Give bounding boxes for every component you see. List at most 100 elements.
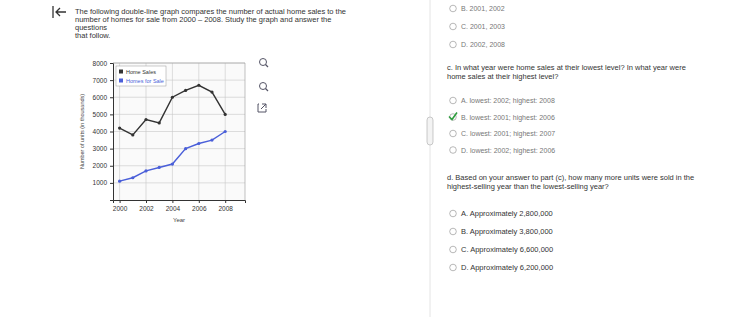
divider-handle[interactable]	[427, 117, 433, 145]
legend-swatch	[119, 79, 123, 83]
tick: 2002	[139, 200, 154, 212]
legend-label: Homes for Sale	[126, 78, 164, 84]
tick: 2008	[218, 200, 233, 212]
icon-handle	[266, 89, 269, 92]
tick-label: 8000	[93, 60, 108, 67]
radio[interactable]	[450, 23, 457, 30]
option[interactable]: D. lowest: 2002; highest: 2006	[450, 147, 556, 155]
option[interactable]: A. lowest: 2002; highest: 2008	[450, 97, 555, 105]
tick-mark	[110, 80, 113, 81]
question-text: home sales at their highest level?	[447, 72, 558, 81]
series-marker	[184, 89, 187, 92]
option-text: C. Approximately 6,600,000	[461, 245, 553, 254]
option-text: D. lowest: 2002; highest: 2006	[461, 147, 555, 155]
tick: 4000	[93, 128, 113, 135]
tick-label: 4000	[93, 128, 108, 135]
tick-label: 2000	[93, 162, 108, 169]
option[interactable]: D. 2002, 2008	[450, 41, 505, 48]
tick-mark	[120, 200, 121, 203]
option[interactable]: B. 2001, 2002	[450, 5, 505, 12]
series-marker	[144, 169, 147, 172]
option[interactable]: C. lowest: 2001; highest: 2007	[450, 130, 556, 138]
option-text: A. lowest: 2002; highest: 2008	[461, 97, 555, 105]
radio[interactable]	[450, 147, 457, 154]
grid	[113, 63, 245, 200]
y-axis-title: Number of units (in thousands)	[79, 94, 85, 169]
back-button[interactable]	[53, 6, 66, 18]
radio[interactable]	[450, 264, 457, 271]
question-text: c. In what year were home sales at their…	[447, 63, 686, 72]
option-text: D. 2002, 2008	[461, 41, 505, 48]
series-marker	[197, 142, 200, 145]
legend-box	[116, 66, 166, 86]
radio[interactable]	[450, 210, 457, 217]
series-marker	[171, 162, 174, 165]
tick-label: 2006	[192, 205, 207, 212]
tick: 2004	[166, 200, 181, 212]
tick: 2000	[113, 200, 128, 212]
page: The following double-line graph compares…	[0, 0, 746, 317]
radio[interactable]	[450, 228, 457, 235]
intro-text: that follow.	[75, 31, 110, 40]
option-text: B. Approximately 3,800,000	[461, 227, 553, 236]
tick-mark	[110, 97, 113, 98]
option-text: D. Approximately 6,200,000	[461, 263, 553, 272]
tick-mark	[110, 183, 113, 184]
option[interactable]: B. Approximately 3,800,000	[450, 227, 553, 236]
axis-line	[110, 64, 114, 201]
option-text: B. 2001, 2002	[461, 5, 505, 12]
tick: 2000	[93, 162, 113, 169]
tick-label: 5000	[93, 111, 108, 118]
tick-mark	[110, 149, 113, 150]
tick-mark	[225, 200, 226, 203]
option[interactable]: C. 2001, 2003	[450, 23, 505, 30]
open-external[interactable]	[258, 104, 266, 112]
question-text: highest-selling year than the lowest-sel…	[447, 182, 609, 191]
legend-swatch	[119, 70, 123, 74]
series-marker	[224, 130, 227, 133]
radio[interactable]	[450, 130, 457, 137]
series-marker	[118, 126, 121, 129]
tick-label: 1000	[93, 179, 108, 186]
intro-text: number of homes for sale from 2000 – 200…	[75, 15, 331, 24]
tick: 6000	[93, 94, 113, 101]
series-marker	[131, 176, 134, 179]
question-text: d. Based on your answer to part (c), how…	[447, 173, 694, 182]
option[interactable]: C. Approximately 6,600,000	[450, 245, 553, 254]
zoom-in[interactable]	[260, 59, 267, 66]
tick: 5000	[93, 111, 113, 118]
tick: 3000	[93, 145, 113, 152]
series-marker	[210, 138, 213, 141]
tick-label: 3000	[93, 145, 108, 152]
toolbar[interactable]	[258, 59, 268, 113]
tick-label: 7000	[93, 77, 108, 84]
tick-mark	[110, 166, 113, 167]
option[interactable]: D. Approximately 6,200,000	[450, 263, 553, 272]
x-axis: 2000 2002 2004 2006 2008	[113, 200, 246, 212]
series-marker	[158, 121, 161, 124]
series-marker	[158, 166, 161, 169]
tick-mark	[172, 200, 173, 203]
tick-mark	[199, 200, 200, 203]
series-line	[120, 85, 226, 135]
radio[interactable]	[450, 97, 457, 104]
series-marker	[144, 118, 147, 121]
x-axis-title: Year	[173, 217, 185, 223]
radio[interactable]	[450, 41, 457, 48]
tick-label: 6000	[93, 94, 108, 101]
option-text: C. lowest: 2001; highest: 2007	[461, 130, 555, 138]
radio[interactable]	[450, 246, 457, 253]
icon-handle	[266, 65, 269, 68]
series-layer	[118, 84, 227, 183]
tick: 2006	[192, 200, 207, 212]
radio[interactable]	[450, 5, 457, 12]
option[interactable]: B. lowest: 2001; highest: 2006	[449, 113, 555, 122]
tick-label: 2004	[166, 205, 181, 212]
option[interactable]: A. Approximately 2,800,000	[450, 209, 553, 218]
tick: 1000	[93, 179, 113, 186]
zoom-out[interactable]	[260, 83, 267, 90]
option-text: A. Approximately 2,800,000	[461, 209, 553, 218]
divider	[430, 0, 431, 317]
tick-label: 2000	[113, 205, 128, 212]
series-line	[120, 132, 226, 182]
